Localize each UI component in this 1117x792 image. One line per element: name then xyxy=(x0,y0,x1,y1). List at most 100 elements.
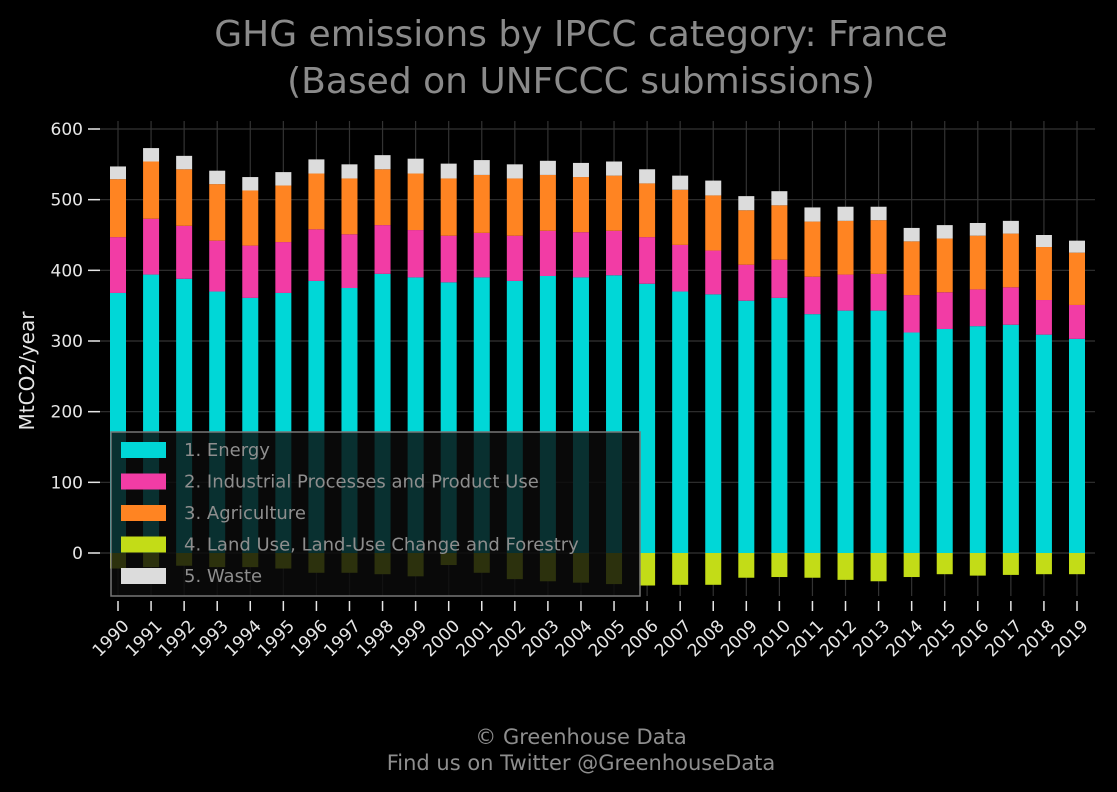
chart-title-line-2: (Based on UNFCCC submissions) xyxy=(287,61,875,102)
bar-2018-series-1 xyxy=(1035,334,1052,553)
bar-2015-series-4 xyxy=(936,553,953,575)
bar-1996-series-3 xyxy=(308,173,325,230)
bar-2011-series-5 xyxy=(804,207,821,222)
bar-1991-series-5 xyxy=(143,148,160,162)
legend-swatch-1 xyxy=(121,442,166,458)
legend-label-4: 4. Land Use, Land-Use Change and Forestr… xyxy=(184,535,579,556)
y-tick-label: 600 xyxy=(51,120,83,140)
bar-2016-series-4 xyxy=(969,553,986,576)
bar-2016-series-1 xyxy=(969,326,986,553)
x-tick-label: 2011 xyxy=(783,616,828,661)
bar-2013-series-5 xyxy=(870,206,887,221)
x-tick-label: 2007 xyxy=(651,616,696,661)
bar-2017-series-2 xyxy=(1002,287,1019,325)
bar-2013-series-1 xyxy=(870,310,887,553)
bar-2002-series-5 xyxy=(506,164,523,179)
bar-2006-series-1 xyxy=(639,283,656,553)
bar-2001-series-2 xyxy=(473,232,490,278)
bar-1990-series-2 xyxy=(110,237,126,293)
legend-label-5: 5. Waste xyxy=(184,566,262,587)
bar-2016-series-3 xyxy=(969,235,986,290)
footer: © Greenhouse Data Find us on Twitter @Gr… xyxy=(387,725,776,775)
bar-1992-series-3 xyxy=(176,169,193,226)
legend-label-1: 1. Energy xyxy=(184,440,270,461)
bar-2019-series-4 xyxy=(1069,553,1085,575)
bar-1993-series-5 xyxy=(209,170,226,185)
legend-swatch-3 xyxy=(121,505,166,521)
x-tick-label: 2001 xyxy=(453,616,498,661)
bar-1999-series-3 xyxy=(407,173,424,231)
bar-1990-series-5 xyxy=(110,166,126,180)
bar-1996-series-2 xyxy=(308,229,325,281)
x-tick-label: 1998 xyxy=(353,616,398,661)
bar-2018-series-4 xyxy=(1035,553,1052,575)
y-tick-label: 400 xyxy=(51,261,83,281)
bar-2004-series-2 xyxy=(572,232,589,278)
y-tick-label: 0 xyxy=(72,544,83,564)
bar-1999-series-2 xyxy=(407,230,424,278)
bar-1996-series-5 xyxy=(308,159,325,174)
bar-2006-series-5 xyxy=(639,169,656,184)
bar-2018-series-2 xyxy=(1035,300,1052,335)
bar-2006-series-3 xyxy=(639,183,656,238)
bar-2019-series-2 xyxy=(1069,304,1085,339)
bar-2019-series-1 xyxy=(1069,338,1085,553)
bar-2006-series-4 xyxy=(639,553,656,586)
x-tick-label: 2005 xyxy=(585,616,630,661)
bar-2003-series-2 xyxy=(539,230,556,276)
bar-2019-series-5 xyxy=(1069,240,1085,253)
bar-1995-series-3 xyxy=(275,185,292,243)
bar-1990-series-3 xyxy=(110,179,126,238)
bar-2011-series-2 xyxy=(804,276,821,315)
bar-2009-series-3 xyxy=(738,210,755,265)
bar-2001-series-3 xyxy=(473,174,490,233)
bar-2002-series-2 xyxy=(506,235,523,281)
bar-2012-series-2 xyxy=(837,274,854,311)
x-tick-label: 2014 xyxy=(882,616,927,661)
legend-frame xyxy=(110,431,641,597)
bar-2018-series-5 xyxy=(1035,235,1052,248)
bar-2014-series-1 xyxy=(903,332,920,553)
bar-2017-series-5 xyxy=(1002,220,1019,234)
x-tick-label: 2004 xyxy=(552,616,597,661)
y-tick-label: 500 xyxy=(51,191,83,211)
x-tick-label: 2015 xyxy=(916,616,961,661)
x-tick-label: 2006 xyxy=(618,616,663,661)
bar-1993-series-3 xyxy=(209,184,226,241)
x-tick-label: 1997 xyxy=(320,616,365,661)
legend-swatch-5 xyxy=(121,568,166,584)
footer-twitter: Find us on Twitter @GreenhouseData xyxy=(387,751,776,775)
bar-1997-series-3 xyxy=(341,178,358,235)
bar-2017-series-1 xyxy=(1002,324,1019,553)
x-tick-label: 1991 xyxy=(122,616,167,661)
x-tick-label: 2019 xyxy=(1048,616,1093,661)
bar-1991-series-2 xyxy=(143,218,160,275)
bar-2011-series-4 xyxy=(804,553,821,578)
bar-2008-series-5 xyxy=(705,180,722,196)
bar-2007-series-3 xyxy=(672,189,689,245)
legend: 1. Energy 2. Industrial Processes and Pro… xyxy=(110,431,641,597)
bar-2008-series-2 xyxy=(705,250,722,295)
bar-2005-series-5 xyxy=(606,161,623,176)
bar-2000-series-3 xyxy=(440,178,457,236)
bar-1993-series-2 xyxy=(209,240,226,292)
bar-1994-series-3 xyxy=(242,190,259,246)
x-tick-label: 1994 xyxy=(221,616,266,661)
bar-2003-series-5 xyxy=(539,160,556,175)
x-tick-label: 2008 xyxy=(684,616,729,661)
chart-title: GHG emissions by IPCC category: France (… xyxy=(214,14,947,102)
x-tick-label: 1993 xyxy=(188,616,233,661)
x-tick-label: 2010 xyxy=(750,616,795,661)
bar-2015-series-3 xyxy=(936,238,953,293)
x-tick-label: 2003 xyxy=(519,616,564,661)
legend-label-3: 3. Agriculture xyxy=(184,503,306,524)
bar-2008-series-3 xyxy=(705,195,722,251)
bar-2007-series-5 xyxy=(672,175,689,190)
x-tick-label: 1995 xyxy=(254,616,299,661)
bar-2004-series-3 xyxy=(572,177,589,233)
y-tick-label: 100 xyxy=(51,473,83,493)
bar-2012-series-5 xyxy=(837,206,854,221)
bar-2014-series-5 xyxy=(903,227,920,242)
bar-2002-series-3 xyxy=(506,178,523,236)
